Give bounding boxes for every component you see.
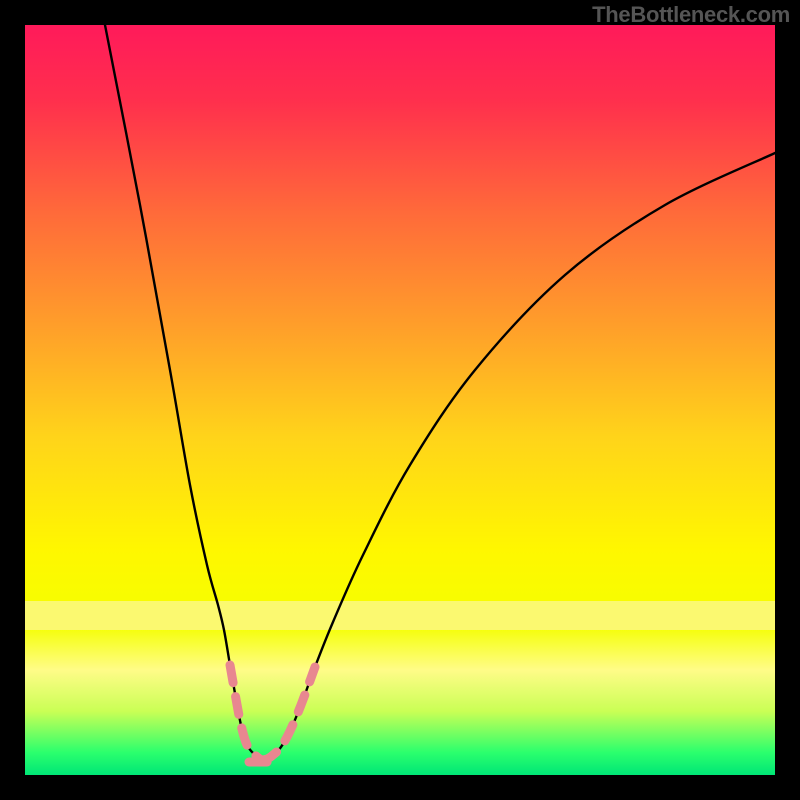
chart-root: TheBottleneck.com <box>0 0 800 800</box>
watermark-text: TheBottleneck.com <box>592 2 790 28</box>
plot-frame <box>25 25 775 775</box>
bottleneck-curves <box>25 25 775 775</box>
